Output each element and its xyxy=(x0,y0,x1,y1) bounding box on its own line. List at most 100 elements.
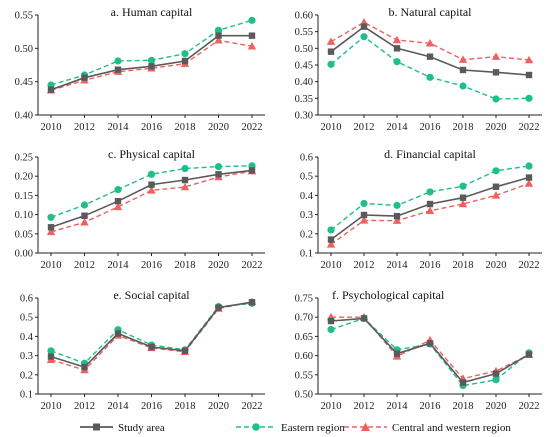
data-point-central-western xyxy=(113,202,123,211)
series-line-central-western xyxy=(50,301,253,371)
x-tick-label: 2010 xyxy=(41,122,62,133)
x-tick-label: 2016 xyxy=(420,401,441,412)
x-tick-label: 2014 xyxy=(387,260,409,271)
data-point-central-western xyxy=(491,52,501,60)
data-point-eastern-region xyxy=(492,167,500,175)
data-point-eastern-region xyxy=(459,182,467,190)
data-point-eastern-region xyxy=(426,188,434,196)
y-tick-label: 0.1 xyxy=(20,390,33,401)
x-tick-label: 2012 xyxy=(354,122,375,133)
data-point-eastern-region xyxy=(248,16,256,24)
panel-title: a. Human capital xyxy=(111,5,193,19)
y-tick-label: 0.25 xyxy=(15,153,33,164)
series-line-eastern-region xyxy=(330,317,530,387)
y-tick-label: 0.50 xyxy=(295,390,313,401)
y-tick-label: 0.10 xyxy=(15,210,33,221)
y-tick-label: 0.55 xyxy=(295,370,313,381)
x-tick-label: 2016 xyxy=(141,122,162,133)
data-point-central-western xyxy=(180,182,190,191)
data-point-study-area xyxy=(215,304,222,311)
x-tick-label: 2020 xyxy=(208,122,229,133)
y-tick-label: 0.5 xyxy=(300,172,313,183)
series-line-study-area xyxy=(50,301,253,369)
data-point-central-western xyxy=(147,186,156,194)
x-tick-label: 2018 xyxy=(453,122,474,133)
panel-title: b. Natural capital xyxy=(389,5,473,19)
data-point-eastern-region xyxy=(393,201,401,209)
x-tick-label: 2022 xyxy=(242,260,263,271)
y-tick-label: 0.3 xyxy=(20,351,33,362)
chart-panels: 0.40 0.45 0.50 0.55 2010 2012 2014 2016 2018 2020… xyxy=(15,5,542,412)
y-tick-label: 0.55 xyxy=(15,11,33,22)
data-point-study-area xyxy=(492,370,500,377)
panel-title: e. Social capital xyxy=(113,288,190,302)
y-tick-label: 0.70 xyxy=(295,313,313,324)
x-tick-label: 2018 xyxy=(175,260,196,271)
data-point-study-area xyxy=(81,363,88,371)
legend-label-eastern-region: Eastern region xyxy=(281,422,345,434)
y-tick-label: 0.60 xyxy=(295,351,313,362)
panel-5: 0.1 0.2 0.3 0.4 0.5 0.6 2010 2012 2014 2016 2018 20… xyxy=(20,288,265,412)
y-tick-label: 0.30 xyxy=(295,111,313,122)
x-tick-label: 2020 xyxy=(486,260,507,271)
x-tick-label: 2014 xyxy=(108,401,130,412)
data-point-eastern-region xyxy=(327,325,335,334)
x-tick-label: 2014 xyxy=(387,401,409,412)
panel-4: 0.1 0.2 0.3 0.4 0.5 0.6 2010 2012 2014 2016 2018 20… xyxy=(300,147,542,271)
series-line-study-area xyxy=(330,25,530,76)
data-point-eastern-region xyxy=(426,73,434,81)
y-tick-label: 0.2 xyxy=(300,229,313,240)
data-point-study-area xyxy=(459,379,467,386)
data-point-study-area xyxy=(393,45,401,52)
data-point-central-western xyxy=(491,191,501,199)
data-point-study-area xyxy=(426,53,434,60)
data-point-study-area xyxy=(181,57,189,65)
data-point-study-area xyxy=(248,299,256,306)
x-tick-label: 2018 xyxy=(175,122,196,133)
y-tick-label: 0.4 xyxy=(20,332,34,343)
data-point-study-area xyxy=(525,351,533,358)
data-point-eastern-region xyxy=(214,163,223,171)
x-tick-label: 2016 xyxy=(141,401,162,412)
x-tick-label: 2020 xyxy=(486,122,507,133)
x-tick-label: 2020 xyxy=(208,401,229,412)
data-point-study-area xyxy=(492,183,500,190)
data-point-eastern-region xyxy=(147,170,156,178)
data-point-central-western xyxy=(359,216,369,224)
panel-6: 0.50 0.55 0.60 0.65 0.70 0.75 2010 2012 2014 2016… xyxy=(295,288,542,412)
data-point-central-western xyxy=(46,227,56,236)
data-point-eastern-region xyxy=(459,82,467,90)
x-tick-label: 2010 xyxy=(41,260,62,271)
x-tick-label: 2012 xyxy=(74,401,95,412)
data-point-study-area xyxy=(148,63,155,70)
y-tick-label: 0.1 xyxy=(300,249,313,260)
data-point-central-western xyxy=(458,55,468,63)
data-point-study-area xyxy=(148,343,155,351)
series-line-central-western xyxy=(50,170,253,233)
x-tick-label: 2014 xyxy=(387,122,409,133)
data-point-central-western xyxy=(392,35,402,44)
data-point-eastern-region xyxy=(47,347,55,355)
panel-title: c. Physical capital xyxy=(108,147,196,161)
y-tick-label: 0.65 xyxy=(295,332,313,343)
data-point-study-area xyxy=(459,66,467,74)
x-tick-label: 2018 xyxy=(175,401,196,412)
data-point-central-western xyxy=(524,179,534,187)
y-tick-label: 0.2 xyxy=(20,370,33,381)
data-point-study-area xyxy=(215,171,222,178)
y-tick-label: 0.4 xyxy=(300,191,314,202)
y-tick-label: 0.40 xyxy=(15,111,33,122)
x-tick-label: 2012 xyxy=(354,401,375,412)
series-line-eastern-region xyxy=(50,302,253,365)
legend-marker-eastern-region xyxy=(252,423,260,431)
x-tick-label: 2012 xyxy=(74,260,95,271)
y-tick-label: 0.15 xyxy=(15,191,33,202)
data-point-eastern-region xyxy=(492,95,500,103)
data-point-central-western xyxy=(524,55,534,64)
panel-3: 0.00 0.05 0.10 0.15 0.20 0.25 2010 2012 2014 2016… xyxy=(15,147,265,271)
x-tick-label: 2022 xyxy=(242,401,263,412)
y-tick-label: 0.05 xyxy=(15,229,33,240)
y-tick-label: 0.3 xyxy=(300,210,313,221)
data-point-eastern-region xyxy=(525,162,533,170)
